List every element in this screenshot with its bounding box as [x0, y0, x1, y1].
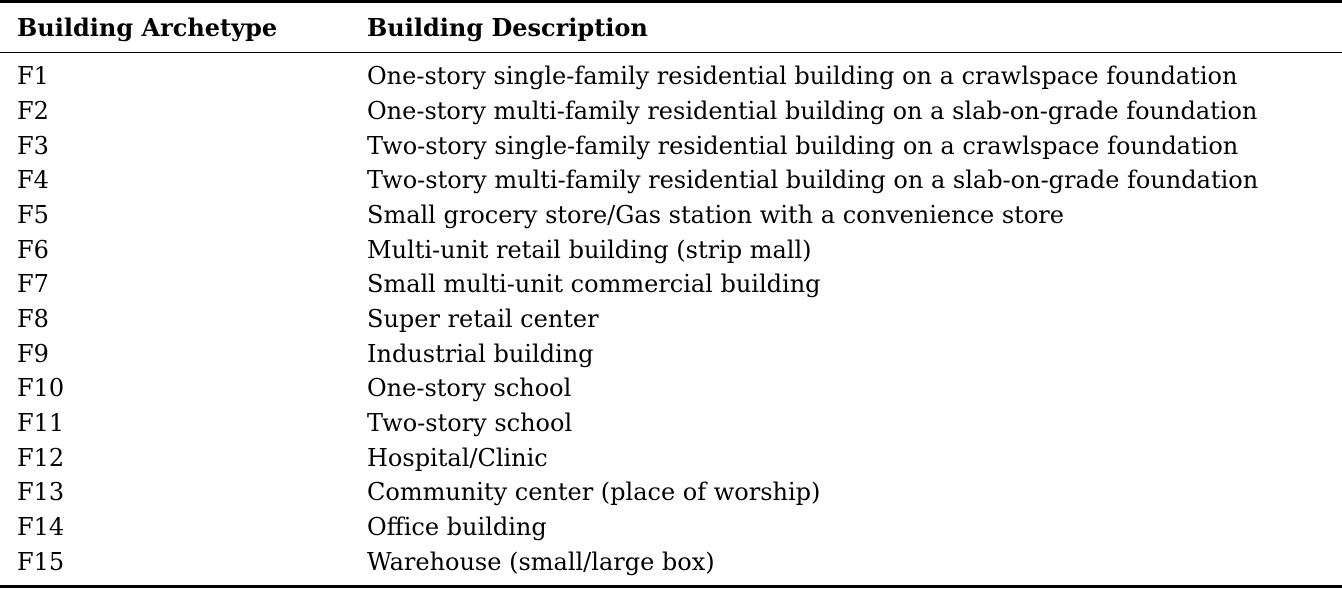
table-row: F6 Multi-unit retail building (strip mal…	[0, 232, 1342, 267]
archetype-cell: F15	[17, 547, 65, 576]
table-row: F1 One-story single-family residential b…	[0, 53, 1342, 94]
archetype-cell: F2	[17, 96, 49, 125]
table-row: F13 Community center (place of worship)	[0, 475, 1342, 510]
archetype-cell: F9	[17, 339, 49, 368]
description-cell: Two-story single-family residential buil…	[367, 131, 1239, 160]
table-row: F10 One-story school	[0, 371, 1342, 406]
description-cell: One-story single-family residential buil…	[367, 62, 1238, 91]
table-row: F3 Two-story single-family residential b…	[0, 128, 1342, 163]
archetype-cell: F14	[17, 512, 65, 541]
description-cell: Industrial building	[367, 339, 594, 368]
archetype-cell: F11	[17, 408, 65, 437]
table-header: Building Archetype Building Description	[0, 1, 1342, 53]
description-cell: Super retail center	[367, 304, 599, 333]
archetype-cell: F3	[17, 131, 49, 160]
description-cell: Two-story school	[367, 408, 573, 437]
table-row: F5 Small grocery store/Gas station with …	[0, 198, 1342, 233]
description-cell: Office building	[367, 512, 547, 541]
description-cell: One-story multi-family residential build…	[367, 96, 1258, 125]
description-cell: Hospital/Clinic	[367, 443, 548, 472]
table-row: F7 Small multi-unit commercial building	[0, 267, 1342, 302]
archetype-cell: F10	[17, 374, 65, 403]
table-body: F1 One-story single-family residential b…	[0, 53, 1342, 587]
archetype-cell: F1	[17, 62, 49, 91]
description-cell: One-story school	[367, 374, 572, 403]
description-cell: Multi-unit retail building (strip mall)	[367, 235, 812, 264]
table-row: F14 Office building	[0, 510, 1342, 545]
archetype-cell: F5	[17, 200, 49, 229]
description-cell: Small grocery store/Gas station with a c…	[367, 200, 1064, 229]
header-building-description: Building Description	[367, 13, 648, 42]
header-building-archetype: Building Archetype	[17, 13, 278, 42]
table-row: F4 Two-story multi-family residential bu…	[0, 163, 1342, 198]
archetype-cell: F7	[17, 270, 49, 299]
archetype-cell: F13	[17, 478, 65, 507]
table-row: F15 Warehouse (small/large box)	[0, 544, 1342, 587]
archetype-cell: F4	[17, 166, 49, 195]
table-row: F2 One-story multi-family residential bu…	[0, 94, 1342, 129]
archetype-table-container: Building Archetype Building Description …	[0, 1, 1342, 587]
description-cell: Small multi-unit commercial building	[367, 270, 821, 299]
table-row: F9 Industrial building	[0, 336, 1342, 371]
header-row: Building Archetype Building Description	[0, 1, 1342, 53]
description-cell: Warehouse (small/large box)	[367, 547, 715, 576]
building-archetype-table: Building Archetype Building Description …	[0, 1, 1342, 587]
archetype-cell: F6	[17, 235, 49, 264]
table-row: F8 Super retail center	[0, 302, 1342, 337]
archetype-cell: F8	[17, 304, 49, 333]
description-cell: Two-story multi-family residential build…	[367, 166, 1259, 195]
table-row: F11 Two-story school	[0, 406, 1342, 441]
description-cell: Community center (place of worship)	[367, 478, 821, 507]
archetype-cell: F12	[17, 443, 65, 472]
table-row: F12 Hospital/Clinic	[0, 440, 1342, 475]
